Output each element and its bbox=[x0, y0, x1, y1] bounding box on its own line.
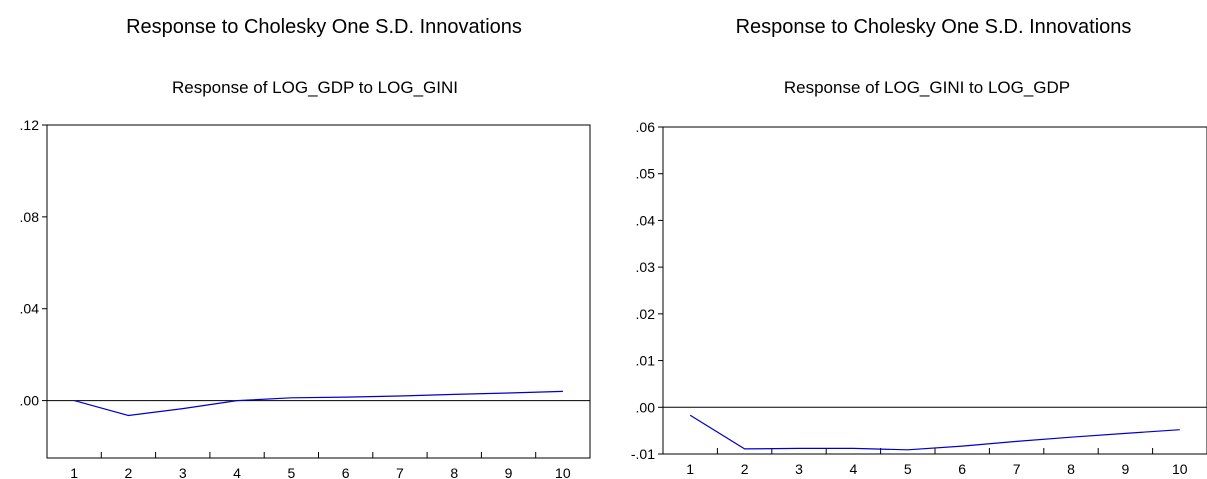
irf-panel-left: Response to Cholesky One S.D. Innovation… bbox=[0, 0, 600, 479]
x-tick-label: 7 bbox=[396, 465, 404, 479]
y-tick-label: .03 bbox=[636, 259, 656, 275]
chart-left: .00 .04 .08 .12 1 2 3 4 5 6 7 8 9 10 bbox=[20, 117, 591, 479]
x-tick-label: 5 bbox=[287, 465, 295, 479]
plot-frame bbox=[46, 124, 591, 459]
y-tick-label: .04 bbox=[636, 212, 656, 228]
y-tick-label: .02 bbox=[636, 306, 656, 322]
irf-panel-right: Response to Cholesky One S.D. Innovation… bbox=[600, 0, 1207, 479]
x-tick-label: 10 bbox=[555, 465, 571, 479]
y-tick-label: .06 bbox=[636, 119, 656, 135]
y-tick-label: .04 bbox=[20, 301, 40, 317]
x-tick-label: 4 bbox=[850, 461, 858, 477]
x-tick-label: 9 bbox=[1122, 461, 1130, 477]
x-tick-label: 10 bbox=[1172, 461, 1188, 477]
y-tick-label: .00 bbox=[20, 393, 40, 409]
super-title: Response to Cholesky One S.D. Innovation… bbox=[735, 16, 1132, 38]
chart-right: -.01 .00 .01 .02 .03 .04 .05 .06 1 2 3 4 5 6 7 8 9 10 bbox=[631, 119, 1207, 477]
x-tick-label: 2 bbox=[125, 465, 133, 479]
y-tick-label: .00 bbox=[636, 399, 656, 415]
x-tick-label: 3 bbox=[795, 461, 803, 477]
y-tick-label: -.01 bbox=[631, 446, 655, 462]
plot-frame bbox=[662, 126, 1207, 455]
x-tick-label: 7 bbox=[1013, 461, 1021, 477]
x-tick-label: 1 bbox=[70, 465, 78, 479]
series-line bbox=[74, 390, 563, 417]
x-tick-label: 6 bbox=[342, 465, 350, 479]
x-tick-label: 8 bbox=[1067, 461, 1075, 477]
x-tick-label: 3 bbox=[179, 465, 187, 479]
y-tick-label: .01 bbox=[636, 353, 656, 369]
y-tick-label: .12 bbox=[20, 117, 40, 133]
chart-title: Response of LOG_GDP to LOG_GINI bbox=[172, 78, 458, 97]
series-line bbox=[689, 414, 1180, 451]
y-tick-label: .05 bbox=[636, 166, 656, 182]
x-tick-label: 1 bbox=[686, 461, 694, 477]
chart-title: Response of LOG_GINI to LOG_GDP bbox=[783, 78, 1071, 97]
super-title: Response to Cholesky One S.D. Innovation… bbox=[126, 16, 522, 38]
x-tick-label: 4 bbox=[233, 465, 241, 479]
x-tick-label: 5 bbox=[904, 461, 912, 477]
x-tick-label: 6 bbox=[958, 461, 966, 477]
x-tick-label: 2 bbox=[741, 461, 749, 477]
y-tick-label: .08 bbox=[20, 209, 40, 225]
x-tick-label: 9 bbox=[505, 465, 513, 479]
x-tick-label: 8 bbox=[450, 465, 458, 479]
